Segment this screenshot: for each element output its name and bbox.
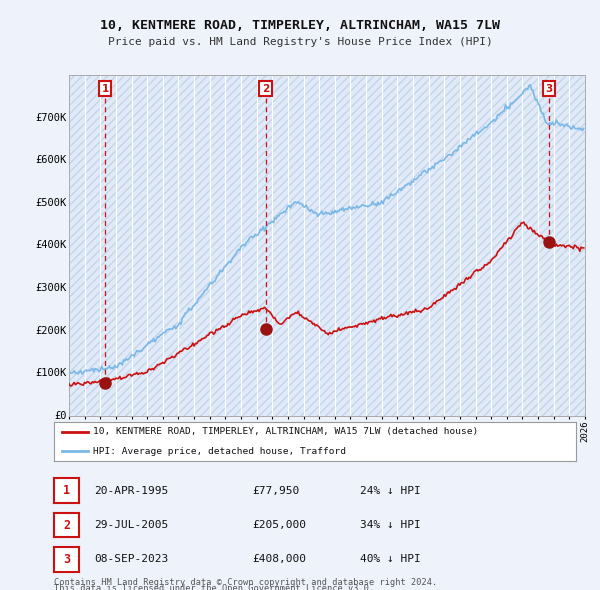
Text: This data is licensed under the Open Government Licence v3.0.: This data is licensed under the Open Gov… (54, 584, 374, 590)
Text: £700K: £700K (35, 113, 67, 123)
Text: 29-JUL-2005: 29-JUL-2005 (94, 520, 169, 530)
Text: 10, KENTMERE ROAD, TIMPERLEY, ALTRINCHAM, WA15 7LW: 10, KENTMERE ROAD, TIMPERLEY, ALTRINCHAM… (100, 19, 500, 32)
Text: £408,000: £408,000 (252, 555, 306, 564)
Text: 08-SEP-2023: 08-SEP-2023 (94, 555, 169, 564)
Text: 40% ↓ HPI: 40% ↓ HPI (360, 555, 421, 564)
Text: £500K: £500K (35, 198, 67, 208)
Text: Price paid vs. HM Land Registry's House Price Index (HPI): Price paid vs. HM Land Registry's House … (107, 37, 493, 47)
Text: Contains HM Land Registry data © Crown copyright and database right 2024.: Contains HM Land Registry data © Crown c… (54, 578, 437, 587)
Text: 2: 2 (63, 519, 70, 532)
Text: 24% ↓ HPI: 24% ↓ HPI (360, 486, 421, 496)
Text: 34% ↓ HPI: 34% ↓ HPI (360, 520, 421, 530)
Text: £77,950: £77,950 (252, 486, 299, 496)
Text: £600K: £600K (35, 155, 67, 165)
Text: £0: £0 (54, 411, 67, 421)
Text: £205,000: £205,000 (252, 520, 306, 530)
Text: 1: 1 (101, 84, 109, 94)
Text: 20-APR-1995: 20-APR-1995 (94, 486, 169, 496)
Text: HPI: Average price, detached house, Trafford: HPI: Average price, detached house, Traf… (93, 447, 346, 456)
Text: £400K: £400K (35, 241, 67, 250)
Text: 1: 1 (63, 484, 70, 497)
Text: 3: 3 (63, 553, 70, 566)
Text: 3: 3 (545, 84, 553, 94)
Text: £100K: £100K (35, 368, 67, 378)
Text: £200K: £200K (35, 326, 67, 336)
Text: £300K: £300K (35, 283, 67, 293)
Text: 10, KENTMERE ROAD, TIMPERLEY, ALTRINCHAM, WA15 7LW (detached house): 10, KENTMERE ROAD, TIMPERLEY, ALTRINCHAM… (93, 427, 478, 436)
Text: 2: 2 (262, 84, 269, 94)
